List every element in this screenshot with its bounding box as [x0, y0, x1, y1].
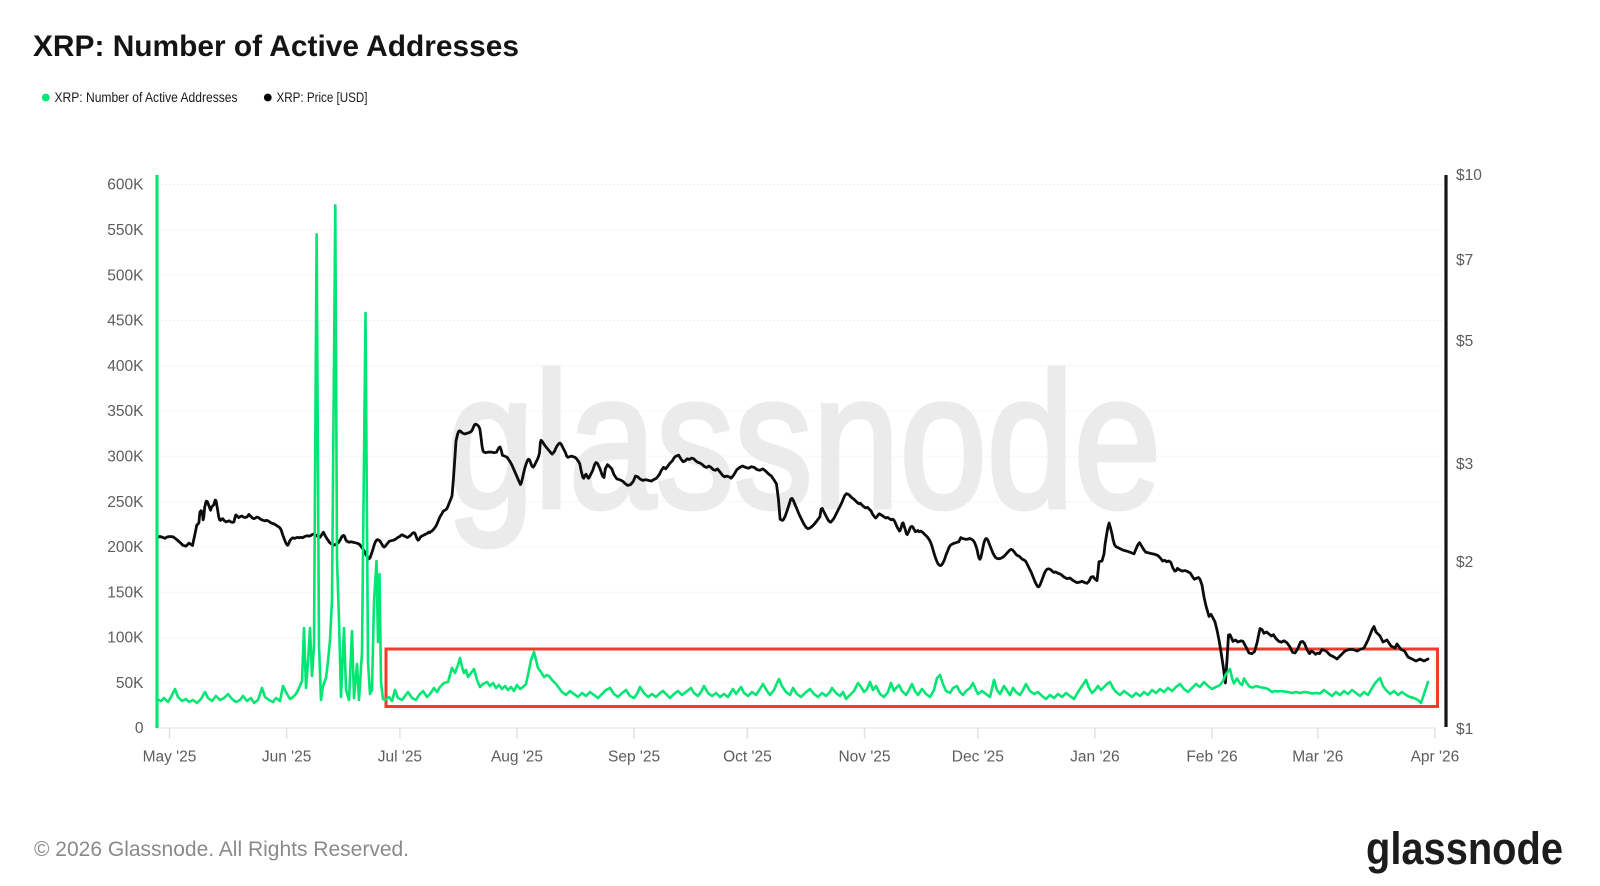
- svg-text:150K: 150K: [107, 584, 144, 601]
- svg-text:200K: 200K: [107, 539, 144, 556]
- svg-text:350K: 350K: [107, 403, 144, 420]
- svg-text:450K: 450K: [107, 313, 144, 330]
- svg-text:400K: 400K: [107, 358, 144, 375]
- svg-text:© 2026 Glassnode. All Rights R: © 2026 Glassnode. All Rights Reserved.: [34, 838, 409, 861]
- svg-text:glassnode: glassnode: [1366, 823, 1563, 874]
- svg-text:Mar '26: Mar '26: [1292, 749, 1343, 766]
- svg-text:Dec '25: Dec '25: [952, 749, 1004, 766]
- svg-text:Jan '26: Jan '26: [1070, 749, 1120, 766]
- svg-text:0: 0: [135, 720, 144, 737]
- svg-text:XRP: Number of Active Addresse: XRP: Number of Active Addresses: [55, 90, 238, 105]
- svg-text:Jul '25: Jul '25: [378, 749, 422, 766]
- svg-text:$7: $7: [1456, 252, 1473, 269]
- svg-text:550K: 550K: [107, 222, 144, 239]
- svg-text:50K: 50K: [116, 675, 144, 692]
- svg-text:$1: $1: [1456, 721, 1473, 738]
- svg-text:Aug '25: Aug '25: [491, 749, 543, 766]
- svg-text:Sep '25: Sep '25: [608, 749, 660, 766]
- svg-text:Jun '25: Jun '25: [262, 749, 312, 766]
- svg-text:Apr '26: Apr '26: [1411, 749, 1460, 766]
- svg-text:XRP: Price [USD]: XRP: Price [USD]: [277, 90, 368, 105]
- svg-text:$5: $5: [1456, 333, 1473, 350]
- svg-text:600K: 600K: [107, 177, 144, 194]
- svg-text:500K: 500K: [107, 267, 144, 284]
- svg-text:XRP: Number of Active Addresse: XRP: Number of Active Addresses: [33, 30, 519, 63]
- svg-text:Oct '25: Oct '25: [723, 749, 772, 766]
- svg-text:250K: 250K: [107, 494, 144, 511]
- svg-text:Nov '25: Nov '25: [838, 749, 890, 766]
- svg-text:May '25: May '25: [143, 749, 197, 766]
- svg-text:100K: 100K: [107, 630, 144, 647]
- svg-text:300K: 300K: [107, 449, 144, 466]
- svg-text:$3: $3: [1456, 456, 1473, 473]
- svg-text:glassnode: glassnode: [447, 333, 1161, 548]
- svg-text:Feb '26: Feb '26: [1186, 749, 1237, 766]
- svg-text:$10: $10: [1456, 167, 1482, 184]
- svg-text:$2: $2: [1456, 554, 1473, 571]
